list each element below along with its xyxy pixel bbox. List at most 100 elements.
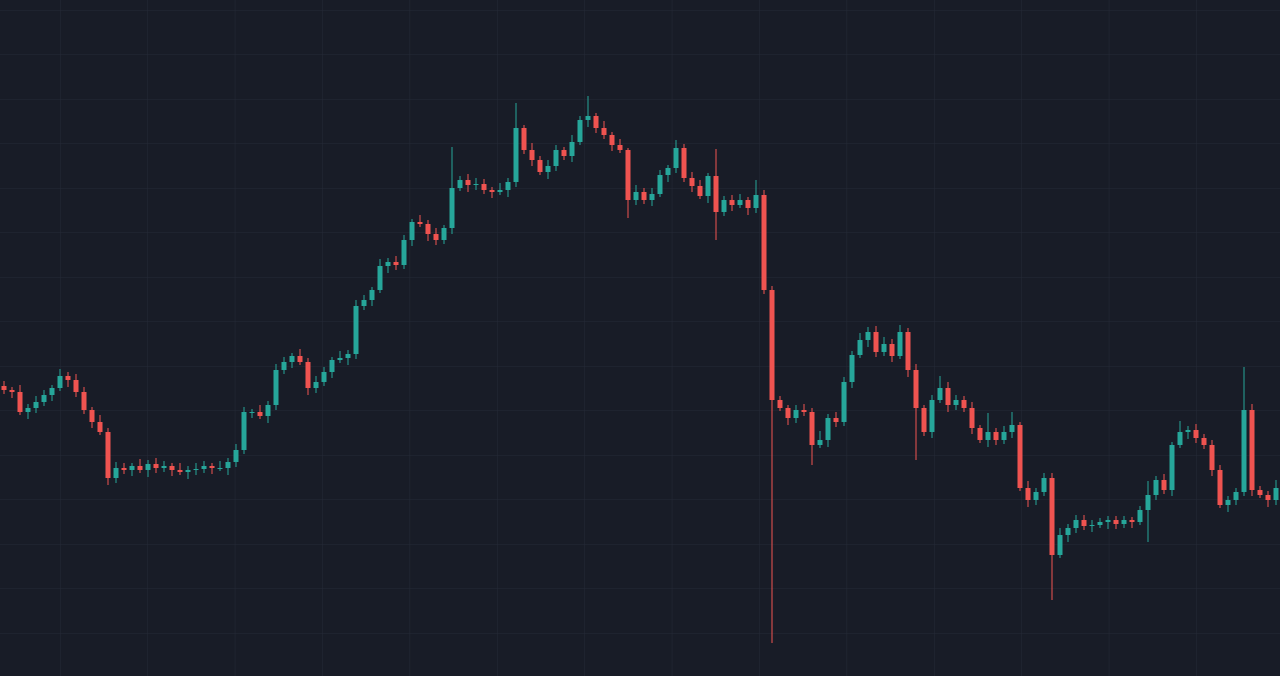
candle-body <box>545 166 551 172</box>
candle-body <box>369 290 375 300</box>
candle-body <box>321 372 327 382</box>
candle-body <box>401 240 407 265</box>
candle-body <box>833 418 839 422</box>
candle-body <box>169 466 175 470</box>
candle-body <box>225 462 231 468</box>
candle-body <box>617 145 623 150</box>
candle-body <box>937 388 943 400</box>
candle-body <box>377 266 383 290</box>
candle-body <box>1129 520 1135 522</box>
candle-body <box>273 370 279 405</box>
candle-body <box>665 168 671 175</box>
candle-body <box>1201 438 1207 445</box>
candle-body <box>1025 488 1031 500</box>
candle-body <box>473 184 479 185</box>
candle-body <box>305 362 311 388</box>
candle-body <box>849 355 855 382</box>
candle-body <box>817 440 823 445</box>
candle-body <box>1089 525 1095 526</box>
candle-body <box>1193 430 1199 438</box>
candle-body <box>1 386 7 390</box>
candle-body <box>785 408 791 418</box>
candle-body <box>1169 445 1175 490</box>
candle-body <box>569 142 575 156</box>
candle-body <box>361 300 367 306</box>
candle-body <box>745 200 751 208</box>
candle-body <box>513 128 519 182</box>
candle-body <box>385 262 391 266</box>
candle-body <box>57 376 63 388</box>
candle-body <box>185 470 191 472</box>
candle-body <box>1273 488 1279 500</box>
candle-body <box>281 362 287 370</box>
candle-body <box>801 410 807 412</box>
candle-body <box>17 392 23 412</box>
candle-body <box>257 412 263 416</box>
candle-body <box>601 128 607 135</box>
candle-body <box>721 200 727 212</box>
candle-body <box>953 400 959 405</box>
candle-body <box>393 262 399 265</box>
candle-body <box>481 184 487 190</box>
candle-body <box>857 340 863 355</box>
candle-body <box>993 432 999 440</box>
candle-body <box>689 178 695 186</box>
candle-body <box>1073 520 1079 528</box>
candle-body <box>905 332 911 370</box>
candle-body <box>1153 480 1159 495</box>
candle-body <box>193 469 199 470</box>
candle-body <box>641 192 647 200</box>
candle-body <box>977 428 983 440</box>
candle-body <box>409 222 415 240</box>
candle-body <box>865 332 871 340</box>
candle-body <box>1121 520 1127 524</box>
candle-body <box>265 405 271 416</box>
candle-body <box>233 450 239 462</box>
candle-body <box>1097 522 1103 525</box>
candle-body <box>177 470 183 472</box>
candle-body <box>81 392 87 410</box>
candle-body <box>153 464 159 468</box>
candle-body <box>1241 410 1247 492</box>
candle-body <box>553 150 559 166</box>
candle-body <box>49 388 55 395</box>
candle-body <box>921 408 927 432</box>
candle-body <box>1049 478 1055 555</box>
candle-body <box>633 192 639 200</box>
candle-body <box>1041 478 1047 492</box>
candle-body <box>1057 535 1063 555</box>
candle-body <box>89 410 95 422</box>
candle-body <box>681 148 687 178</box>
candle-body <box>737 200 743 205</box>
candle-body <box>433 234 439 240</box>
candle-body <box>25 408 31 412</box>
candle-body <box>113 468 119 478</box>
candle-body <box>769 290 775 400</box>
candle-body <box>425 224 431 234</box>
candle-body <box>41 395 47 402</box>
candle-body <box>1105 520 1111 522</box>
candle-body <box>729 200 735 205</box>
candle-body <box>1009 425 1015 432</box>
candle-body <box>217 468 223 469</box>
candle-body <box>985 432 991 440</box>
candle-body <box>825 418 831 440</box>
candle-body <box>577 120 583 142</box>
candle-body <box>249 412 255 413</box>
candle-body <box>1233 492 1239 500</box>
candle-body <box>673 148 679 168</box>
candle-body <box>121 468 127 470</box>
candle-body <box>897 332 903 356</box>
candle-body <box>753 195 759 208</box>
candle-body <box>561 150 567 156</box>
candle-body <box>657 175 663 194</box>
candle-body <box>489 190 495 192</box>
candle-body <box>449 188 455 228</box>
candle-body <box>793 410 799 418</box>
candle-body <box>73 380 79 392</box>
candle-body <box>649 194 655 200</box>
candle-body <box>417 222 423 224</box>
